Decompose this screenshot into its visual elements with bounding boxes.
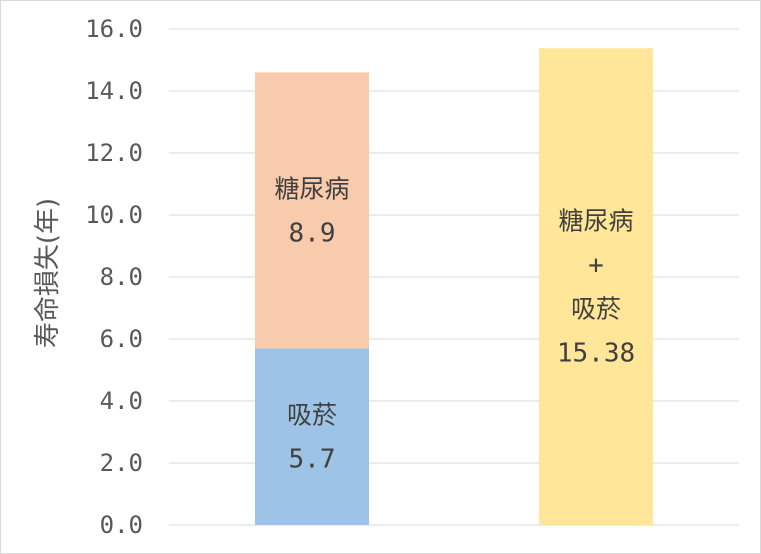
- y-tick-label: 12.0: [85, 139, 143, 167]
- data-label: 15.38: [557, 339, 635, 369]
- y-tick-label: 0.0: [100, 511, 143, 539]
- y-tick-label: 16.0: [85, 15, 143, 43]
- bar-segment: [539, 48, 653, 525]
- bar-segment: [255, 348, 369, 525]
- y-tick-label: 6.0: [100, 325, 143, 353]
- y-axis-label: 寿命損失(年): [33, 198, 63, 348]
- data-label: 糖尿病: [558, 207, 633, 236]
- bars: [255, 48, 653, 525]
- y-tick-label: 4.0: [100, 387, 143, 415]
- gridlines: [169, 28, 739, 526]
- y-axis-ticks: 0.0 2.0 4.0 6.0 8.0 10.0 12.0 14.0 16.0: [85, 15, 143, 539]
- data-label: 吸菸: [287, 401, 337, 430]
- data-label: 8.9: [289, 218, 336, 248]
- bar-segment: [255, 72, 369, 349]
- data-label: 5.7: [289, 445, 336, 475]
- y-tick-label: 2.0: [100, 449, 143, 477]
- data-label: +: [588, 251, 604, 281]
- data-label: 吸菸: [571, 295, 621, 324]
- data-label: 糖尿病: [274, 174, 349, 203]
- y-tick-label: 14.0: [85, 77, 143, 105]
- y-tick-label: 8.0: [100, 263, 143, 291]
- data-labels: 吸菸 5.7 糖尿病 8.9 糖尿病 + 吸菸 15.38: [274, 174, 635, 474]
- y-tick-label: 10.0: [85, 201, 143, 229]
